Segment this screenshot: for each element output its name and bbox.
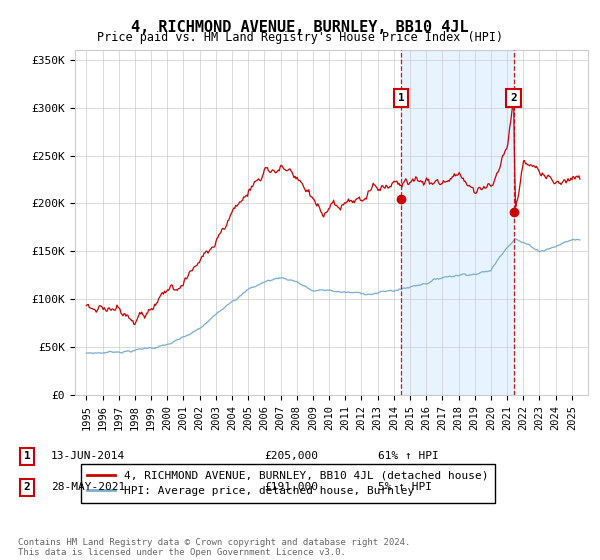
Text: 4, RICHMOND AVENUE, BURNLEY, BB10 4JL: 4, RICHMOND AVENUE, BURNLEY, BB10 4JL (131, 20, 469, 35)
Text: £191,000: £191,000 (264, 482, 318, 492)
Text: 61% ↑ HPI: 61% ↑ HPI (378, 451, 439, 461)
Text: 2: 2 (511, 93, 517, 103)
Text: 1: 1 (398, 93, 404, 103)
Legend: 4, RICHMOND AVENUE, BURNLEY, BB10 4JL (detached house), HPI: Average price, deta: 4, RICHMOND AVENUE, BURNLEY, BB10 4JL (d… (80, 464, 495, 503)
Text: 2: 2 (23, 482, 31, 492)
Text: 28-MAY-2021: 28-MAY-2021 (51, 482, 125, 492)
Bar (401, 50, 514, 395)
Text: Contains HM Land Registry data © Crown copyright and database right 2024.
This d: Contains HM Land Registry data © Crown c… (18, 538, 410, 557)
Text: 5% ↑ HPI: 5% ↑ HPI (378, 482, 432, 492)
Text: £205,000: £205,000 (264, 451, 318, 461)
Text: Price paid vs. HM Land Registry's House Price Index (HPI): Price paid vs. HM Land Registry's House … (97, 31, 503, 44)
Text: 1: 1 (23, 451, 31, 461)
Text: 13-JUN-2014: 13-JUN-2014 (51, 451, 125, 461)
